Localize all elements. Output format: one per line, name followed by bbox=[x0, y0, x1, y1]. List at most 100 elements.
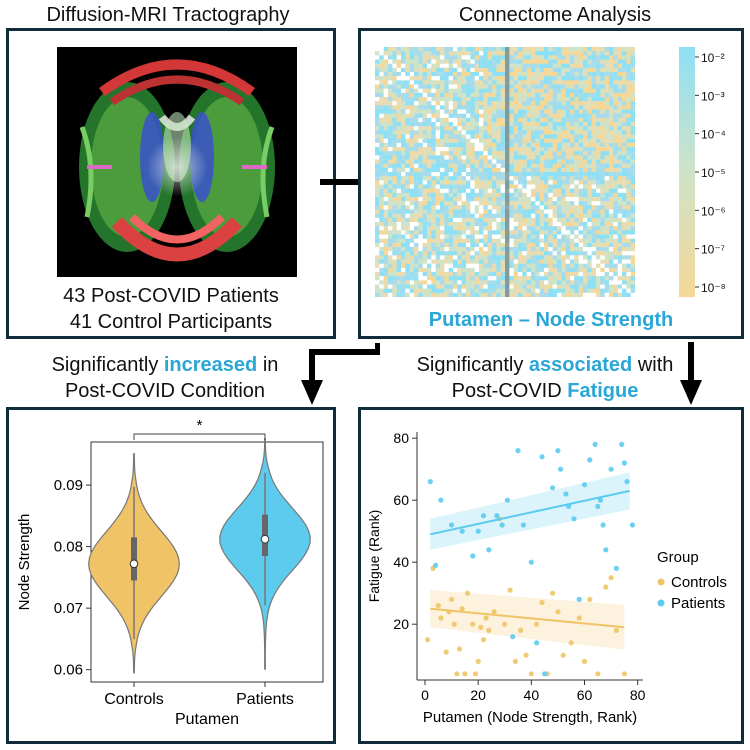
scatter-point-controls bbox=[443, 649, 449, 655]
ci-band-controls bbox=[430, 590, 625, 650]
connectome-panel: 10⁻² 10⁻³ 10⁻⁴ 10⁻⁵ 10⁻⁶ 10⁻⁷ 10⁻⁸ Putamen – N… bbox=[358, 28, 744, 339]
fit-line-controls bbox=[430, 607, 625, 629]
scatter-point-controls bbox=[595, 671, 601, 677]
scatter-point-controls bbox=[568, 640, 574, 646]
violin-median-dot bbox=[129, 559, 139, 569]
scatter-point-controls bbox=[621, 671, 627, 677]
scatter-panel: 0 20 40 60 80 20 40 60 80 Fatigue (Rank) Putamen (… bbox=[358, 407, 744, 744]
increased-highlight: increased bbox=[163, 354, 258, 376]
down-arrow-right bbox=[680, 342, 702, 405]
scatter-point-patients bbox=[449, 522, 455, 528]
scatter-point-patients bbox=[550, 485, 556, 491]
tractography-panel: 43 Post-COVID Patients 41 Control Partic… bbox=[6, 28, 336, 339]
scatter-point-patients bbox=[475, 528, 481, 534]
scatter-point-controls bbox=[480, 637, 487, 643]
legend-marker bbox=[657, 599, 665, 607]
scatter-point-patients bbox=[499, 522, 505, 528]
violin-ytick-label: 0.09 bbox=[54, 477, 83, 494]
scatter-xtick-label: 60 bbox=[577, 687, 593, 703]
colorbar-tick-label: 10⁻⁵ bbox=[701, 166, 726, 180]
scatter-point-controls bbox=[576, 615, 582, 621]
connectivity-matrix bbox=[375, 47, 635, 297]
scatter-point-patients bbox=[459, 528, 465, 534]
violin-xlabel: Putamen bbox=[175, 711, 239, 728]
scatter-point-controls bbox=[459, 606, 465, 612]
scatter-point-patients bbox=[571, 516, 577, 522]
significance-bracket bbox=[133, 433, 266, 440]
putamen-column bbox=[505, 47, 510, 297]
scatter-point-patients bbox=[581, 482, 588, 488]
scatter-point-controls bbox=[486, 627, 492, 633]
scatter-point-patients bbox=[539, 454, 545, 460]
scatter-point-patients bbox=[555, 448, 561, 454]
scatter-point-patients bbox=[613, 565, 619, 571]
scatter-ytick-label: 60 bbox=[393, 492, 409, 508]
scatter-point-controls bbox=[523, 652, 529, 658]
scatter-point-controls bbox=[472, 671, 479, 677]
scatter-point-patients bbox=[528, 559, 534, 565]
scatter-point-controls bbox=[464, 590, 471, 596]
scatter-point-patients bbox=[433, 562, 439, 568]
violin-ytick-label: 0.06 bbox=[54, 662, 83, 679]
scatter-ytick-label: 40 bbox=[393, 554, 409, 570]
scatter-xlabel: Putamen (Node Strength, Rank) bbox=[423, 709, 637, 726]
increased-pre: Significantly bbox=[51, 354, 159, 376]
scatter-point-controls bbox=[462, 671, 468, 677]
scatter-point-patients bbox=[624, 479, 630, 485]
associated-heading: Significantly associated with Post-COVID… bbox=[380, 352, 710, 404]
scatter-point-controls bbox=[534, 621, 540, 627]
scatter-point-controls bbox=[438, 615, 444, 621]
scatter-point-controls bbox=[560, 652, 566, 658]
increased-heading: Significantly increased in Post-COVID Co… bbox=[0, 352, 330, 404]
connectome-title: Connectome Analysis bbox=[458, 4, 652, 26]
scatter-point-controls bbox=[449, 596, 455, 602]
scatter-ytick-label: 20 bbox=[393, 616, 409, 632]
controls-count: 41 Control Participants bbox=[69, 311, 273, 333]
legend-label: Patients bbox=[671, 595, 725, 612]
violin-panel: 0.06 0.07 0.08 0.09 Node Strength Controls Pat… bbox=[6, 407, 336, 744]
scatter-point-controls bbox=[587, 596, 593, 602]
fit-line-patients bbox=[430, 489, 630, 536]
violin-median-dot bbox=[260, 534, 270, 544]
scatter-point-patients bbox=[494, 513, 500, 519]
tractography-title: Diffusion-MRI Tractography bbox=[46, 4, 290, 26]
scatter-point-patients bbox=[576, 596, 582, 602]
violin-ylabel: Node Strength bbox=[16, 514, 33, 611]
associated-post: with bbox=[632, 354, 674, 376]
scatter-point-controls bbox=[451, 621, 457, 627]
scatter-point-patients bbox=[600, 522, 606, 528]
associated-line2-highlight: Fatigue bbox=[567, 380, 639, 402]
scatter-point-patients bbox=[504, 497, 510, 503]
scatter-point-patients bbox=[621, 460, 627, 466]
scatter-point-controls bbox=[550, 590, 556, 596]
scatter-ylabel: Fatigue (Rank) bbox=[366, 510, 382, 603]
colorbar-tick-label: 10⁻⁴ bbox=[701, 128, 726, 142]
scatter-point-controls bbox=[528, 671, 534, 677]
violin-ytick-label: 0.07 bbox=[54, 600, 83, 617]
scatter-point-patients bbox=[597, 497, 604, 503]
scatter-point-controls bbox=[491, 609, 497, 615]
associated-highlight: associated bbox=[528, 354, 633, 376]
legend-label: Controls bbox=[671, 574, 727, 591]
colorbar-tick-label: 10⁻⁶ bbox=[701, 204, 726, 218]
increased-post: in bbox=[257, 354, 279, 376]
node-strength-caption: Putamen – Node Strength bbox=[428, 309, 674, 331]
violin-xtick-label: Controls bbox=[104, 691, 164, 708]
scatter-point-controls bbox=[483, 615, 489, 621]
scatter-point-controls bbox=[456, 646, 463, 652]
legend-title: Group bbox=[657, 549, 699, 566]
scatter-point-controls bbox=[425, 637, 431, 643]
scatter-point-patients bbox=[438, 497, 444, 503]
scatter-xtick-label: 40 bbox=[524, 687, 540, 703]
scatter-point-controls bbox=[507, 587, 513, 593]
scatter-point-patients bbox=[486, 547, 492, 553]
scatter-point-patients bbox=[427, 479, 433, 485]
scatter-point-patients bbox=[510, 634, 516, 640]
down-arrow-left bbox=[301, 343, 380, 405]
patients-count: 43 Post-COVID Patients bbox=[63, 285, 279, 307]
colorbar-tick-label: 10⁻⁸ bbox=[701, 281, 726, 295]
scatter-point-patients bbox=[480, 513, 487, 519]
scatter-point-controls bbox=[512, 658, 518, 664]
scatter-point-patients bbox=[515, 448, 521, 454]
scatter-point-controls bbox=[478, 624, 484, 630]
